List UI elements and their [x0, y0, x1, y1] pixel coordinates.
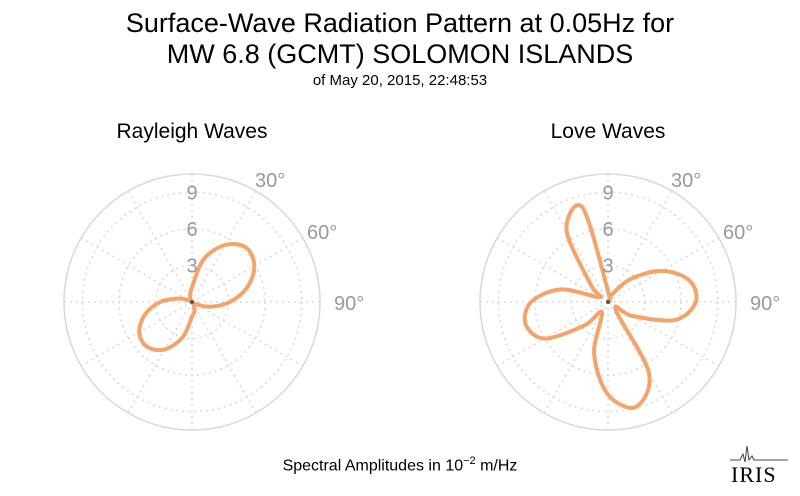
data-point-165	[635, 405, 638, 408]
data-point-315	[589, 283, 592, 286]
data-point-120	[194, 302, 197, 305]
angle-tick-label-90: 90°	[750, 293, 780, 315]
chart-title-line-1: Surface-Wave Radiation Pattern at 0.05Hz…	[125, 8, 675, 38]
data-point-180	[191, 315, 193, 318]
r-tick-label-3: 3	[186, 255, 197, 277]
data-point-225	[583, 324, 586, 327]
love-polar-chart: 3 6 9 30° 60° 90°	[479, 170, 780, 431]
data-point-30	[611, 292, 614, 295]
chart-title-line-2: MW 6.8 (GCMT) SOLOMON ISLANDS	[166, 39, 634, 69]
grid-spoke-300	[80, 237, 193, 303]
r-tick-label-9: 9	[602, 182, 613, 204]
r-tick-label-3: 3	[602, 255, 613, 277]
data-point-15	[202, 258, 205, 261]
data-point-285	[559, 288, 562, 291]
grid-spoke-120	[191, 301, 304, 367]
data-point-255	[143, 313, 146, 316]
data-point-90	[694, 301, 697, 303]
r-tick-label-6: 6	[602, 219, 613, 241]
data-point-75	[688, 279, 691, 282]
data-point-330	[565, 229, 568, 232]
data-point-240	[543, 337, 546, 340]
data-point-210	[163, 348, 166, 351]
data-point-180	[607, 393, 609, 396]
rayleigh-polar-chart: 3 6 9 30° 60° 90°	[63, 170, 364, 431]
data-point-150	[647, 371, 650, 374]
data-point-90	[228, 301, 231, 303]
r-tick-label-6: 6	[186, 219, 197, 241]
grid-spoke-150	[191, 301, 257, 414]
data-point-195	[181, 336, 184, 339]
data-point-270	[530, 301, 533, 303]
amplitude-units-label: Spectral Amplitudes in 10−2 m/Hz	[0, 455, 800, 475]
data-point-195	[593, 352, 596, 355]
data-point-0	[191, 286, 193, 289]
data-point-210	[600, 311, 603, 314]
chart-subtitle: of May 20, 2015, 22:48:53	[312, 72, 488, 89]
angle-tick-label-60: 60°	[723, 222, 753, 244]
data-point-105	[674, 318, 677, 321]
data-point-165	[193, 310, 196, 313]
data-point-135	[614, 308, 617, 311]
grid-spoke-240	[80, 301, 193, 367]
units-base: 10	[445, 457, 464, 475]
angle-tick-label-60: 60°	[307, 222, 337, 244]
chart-title-block: Surface-Wave Radiation Pattern at 0.05Hz…	[0, 8, 800, 90]
data-point-345	[581, 206, 584, 209]
origin-marker	[190, 300, 194, 304]
data-point-225	[146, 345, 149, 348]
iris-logo: IRIS	[728, 440, 790, 490]
data-point-300	[598, 296, 601, 299]
data-point-285	[178, 297, 181, 300]
angle-tick-label-90: 90°	[334, 293, 364, 315]
data-point-60	[660, 269, 663, 272]
data-point-240	[138, 331, 141, 334]
units-suffix: m/Hz	[475, 457, 518, 475]
data-point-60	[253, 265, 256, 268]
rayleigh-panel-title: Rayleigh Waves	[116, 120, 268, 143]
data-point-30	[223, 243, 226, 246]
grid-spoke-240	[496, 301, 609, 367]
data-point-0	[607, 290, 609, 293]
data-point-105	[208, 305, 211, 308]
data-point-75	[246, 286, 249, 289]
units-prefix: Spectral Amplitudes in	[282, 457, 446, 475]
units-exponent: −2	[463, 455, 476, 467]
data-point-120	[631, 315, 634, 318]
data-point-345	[189, 293, 192, 296]
angle-tick-label-30: 30°	[255, 170, 285, 192]
seismogram-icon	[730, 445, 788, 463]
angle-tick-label-30: 30°	[671, 170, 701, 192]
data-point-45	[245, 246, 248, 249]
data-point-45	[630, 277, 633, 280]
love-panel-title: Love Waves	[550, 120, 666, 143]
data-point-270	[159, 301, 162, 303]
data-point-255	[524, 323, 527, 326]
r-tick-label-9: 9	[186, 182, 197, 204]
origin-marker	[606, 300, 610, 304]
logo-text: IRIS	[731, 462, 777, 487]
data-point-150	[192, 304, 195, 307]
